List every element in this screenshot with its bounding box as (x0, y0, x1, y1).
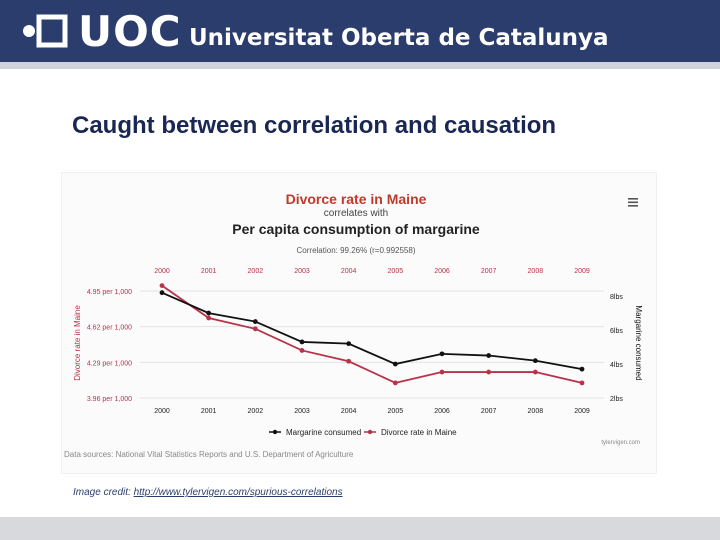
chart-svg: Divorce rate in Maine correlates with Pe… (64, 191, 643, 459)
chart-correlation: Correlation: 99.26% (r=0.992558) (297, 246, 416, 255)
legend-margarine: Margarine consumed (286, 428, 361, 437)
credit-link[interactable]: http://www.tylervigen.com/spurious-corre… (133, 487, 343, 498)
slide-title: Caught between correlation and causation (72, 112, 557, 139)
x-tick-top: 2004 (341, 268, 357, 275)
chart-title-2: Per capita consumption of margarine (232, 221, 480, 237)
university-name: Universitat Oberta de Catalunya (189, 25, 609, 51)
x-tick-top: 2005 (388, 268, 404, 275)
image-credit: Image credit: http://www.tylervigen.com/… (73, 487, 343, 498)
x-tick-bottom: 2001 (201, 408, 217, 415)
x-tick-bottom: 2009 (574, 408, 590, 415)
y-tick-right: 2lbs (610, 396, 623, 403)
menu-icon[interactable] (628, 198, 638, 207)
chart-title: Divorce rate in Maine (286, 191, 427, 207)
chart-source: Data sources: National Vital Statistics … (64, 450, 354, 459)
margarine-point (486, 353, 492, 358)
y-tick-left: 4.62 per 1,000 (87, 325, 132, 332)
credit-prefix: Image credit: (73, 487, 134, 498)
divorce-rate-point (439, 369, 445, 375)
margarine-point (392, 361, 398, 367)
divorce-rate-point (532, 369, 538, 375)
margarine-point (206, 310, 212, 316)
plot-area (159, 283, 585, 386)
y-tick-labels: 4.95 per 1,000 4.62 per 1,000 4.29 per 1,0… (87, 289, 623, 403)
y-tick-right: 8lbs (610, 294, 623, 301)
x-tick-bottom: 2004 (341, 408, 357, 415)
margarine-point (439, 351, 445, 357)
margarine-line (161, 291, 583, 371)
x-tick-bottom: 2000 (154, 408, 170, 415)
x-tick-top: 2008 (528, 268, 544, 275)
header-divider (0, 62, 720, 69)
y-tick-left: 3.96 per 1,000 (87, 396, 132, 403)
x-tick-top: 2003 (294, 268, 310, 275)
margarine-point (299, 339, 305, 345)
x-tick-bottom: 2003 (294, 408, 310, 415)
x-tick-bottom: 2007 (481, 408, 497, 415)
legend-divorce: Divorce rate in Maine (381, 428, 457, 437)
x-tick-top: 2001 (201, 268, 217, 275)
x-tick-bottom: 2008 (528, 408, 544, 415)
y-axis-label-left: Divorce rate in Maine (73, 305, 82, 381)
divorce-rate-point (159, 283, 165, 288)
uoc-logo-icon (23, 14, 68, 48)
footer-band (0, 517, 720, 540)
margarine-point (159, 290, 165, 296)
divorce-rate-point (252, 326, 258, 332)
chart-subtitle: correlates with (324, 208, 388, 219)
margarine-point (346, 341, 352, 347)
x-tick-top: 2009 (574, 268, 590, 275)
x-tick-bottom: 2006 (434, 408, 450, 415)
header-banner: UOC Universitat Oberta de Catalunya (0, 0, 720, 62)
grid-lines (140, 290, 604, 399)
divorce-rate-point (392, 380, 398, 386)
divorce-rate-point (579, 380, 585, 386)
y-axis-label-right: Margarine consumed (634, 305, 643, 380)
margarine-point (532, 358, 538, 364)
divorce-rate-point (346, 358, 352, 364)
divorce-rate-point (206, 315, 212, 321)
chart-watermark: tylervigen.com (601, 440, 640, 446)
y-tick-right: 6lbs (610, 328, 623, 335)
x-tick-top: 2007 (481, 268, 497, 275)
x-tick-bottom: 2005 (388, 408, 404, 415)
margarine-point (252, 319, 258, 324)
x-tick-bottom: 2002 (248, 408, 264, 415)
brand-logotype: UOC (78, 7, 182, 56)
divorce-rate-line (161, 284, 583, 384)
x-tick-top: 2000 (154, 268, 170, 275)
y-tick-left: 4.95 per 1,000 (87, 289, 132, 296)
y-tick-right: 4lbs (610, 362, 623, 369)
y-tick-left: 4.29 per 1,000 (87, 360, 132, 367)
chart-legend: Margarine consumed Divorce rate in Maine (269, 428, 457, 437)
margarine-point (579, 366, 585, 372)
x-tick-top: 2002 (248, 268, 264, 275)
x-tick-labels: 2000 2000 2001 2001 2002 2002 2003 2003 2004 2004… (154, 268, 590, 415)
chart-image: Divorce rate in Maine correlates with Pe… (61, 172, 657, 474)
divorce-rate-point (299, 348, 305, 353)
divorce-rate-point (486, 369, 492, 375)
x-tick-top: 2006 (434, 268, 450, 275)
